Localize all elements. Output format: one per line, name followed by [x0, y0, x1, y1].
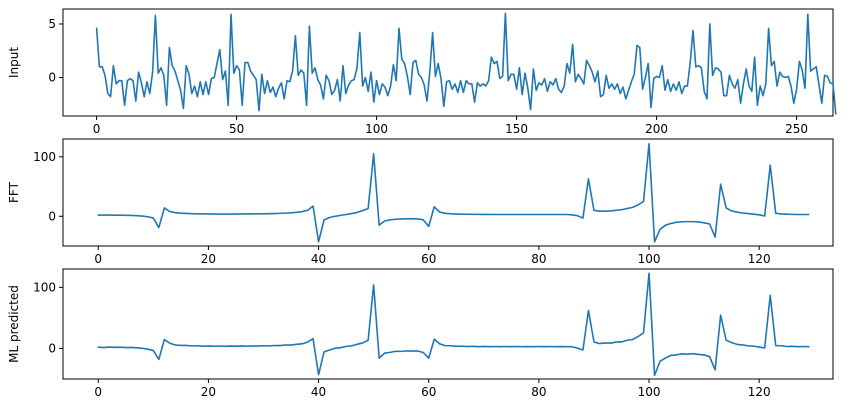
x-tick-label: 100 [638, 252, 661, 266]
x-tick-label: 40 [311, 252, 326, 266]
axes-frame [62, 268, 834, 380]
series-line [97, 142, 810, 243]
y-axis-label: ML predicted [7, 285, 21, 363]
x-tick-label: 80 [531, 385, 546, 399]
input-signal-plot: 0 50 100 150 200 250 0 5 Input [7, 8, 837, 136]
x-tick-label: 80 [531, 252, 546, 266]
series-line [97, 272, 810, 377]
x-tick-label: 0 [94, 385, 102, 399]
y-axis-label: FFT [7, 181, 21, 203]
x-tick-label: 100 [365, 122, 388, 136]
x-tick-label: 250 [785, 122, 808, 136]
x-tick-label: 150 [505, 122, 528, 136]
axes-frame [62, 138, 834, 247]
x-tick-label: 100 [638, 385, 661, 399]
y-tick-label: 0 [48, 209, 56, 223]
y-axis-label: Input [7, 47, 21, 78]
x-tick-label: 120 [748, 385, 771, 399]
x-tick-label: 60 [421, 252, 436, 266]
x-tick-label: 20 [201, 252, 216, 266]
x-tick-label: 20 [201, 385, 216, 399]
x-tick-label: 120 [748, 252, 771, 266]
ml-predicted-plot: 0 20 40 60 80 100 120 0 100 ML predicted [7, 268, 834, 399]
series-line [95, 12, 837, 115]
y-tick-label: 5 [48, 17, 56, 31]
y-tick-label: 100 [33, 280, 56, 294]
x-tick-label: 40 [311, 385, 326, 399]
x-tick-label: 0 [93, 122, 101, 136]
y-tick-label: 100 [33, 150, 56, 164]
x-tick-label: 200 [645, 122, 668, 136]
axes-frame [62, 8, 834, 117]
y-tick-label: 0 [48, 70, 56, 84]
x-tick-label: 0 [94, 252, 102, 266]
y-tick-label: 0 [48, 341, 56, 355]
x-tick-label: 60 [421, 385, 436, 399]
fft-plot: 0 20 40 60 80 100 120 0 100 FFT [7, 138, 834, 266]
x-tick-label: 50 [229, 122, 244, 136]
